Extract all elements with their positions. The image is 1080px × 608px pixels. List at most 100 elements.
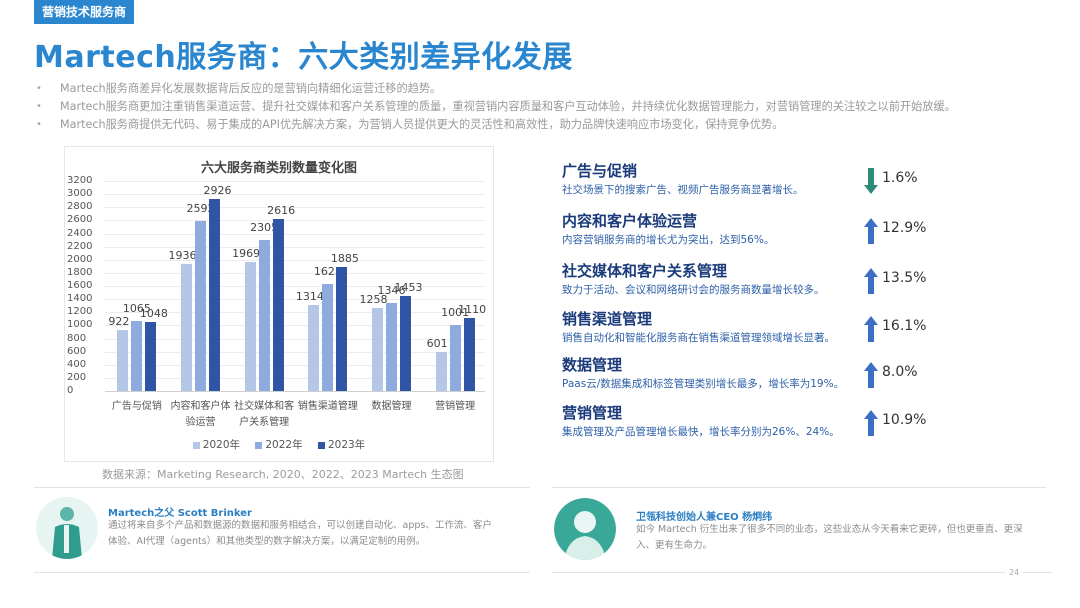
gridline [105, 181, 485, 182]
y-tick-label: 2600 [67, 214, 93, 226]
gridline [105, 351, 485, 353]
bar [244, 261, 256, 391]
growth-percentage: 16.1% [882, 318, 927, 334]
y-tick-label: 2000 [67, 253, 93, 265]
category-title: 社交媒体和客户关系管理 [562, 262, 728, 280]
category-description: 销售自动化和智能化服务商在销售渠道管理领域增长显著。 [562, 332, 835, 344]
bar-value-label: 1048 [139, 307, 168, 321]
y-tick-label: 2400 [67, 227, 93, 239]
bar [336, 267, 348, 391]
growth-percentage: 12.9% [882, 220, 927, 236]
avatar-yang-jiongwei [554, 498, 616, 560]
x-tick-label: 营销管理 [435, 401, 476, 412]
category-item: 营销管理 集成管理及产品管理增长最快，增长率分别为26%、24%。 10.9% [562, 402, 942, 452]
data-source-note: 数据来源：Marketing Research, 2020、2022、2023 … [102, 468, 464, 481]
bar-value-label: 1258 [359, 293, 388, 307]
bar-value-label: 601 [426, 336, 448, 350]
y-tick-label: 2800 [67, 201, 93, 213]
bar-value-label: 1314 [295, 289, 324, 303]
bar-value-label: 1453 [394, 280, 423, 294]
growth-percentage: 8.0% [882, 364, 918, 380]
legend-swatch-icon [255, 441, 263, 449]
y-tick-label: 1400 [67, 293, 93, 305]
category-description: 社交场景下的搜索广告、视频广告服务商显著增长。 [562, 184, 804, 196]
arrow-up-icon [864, 362, 878, 388]
quote-author-1: Martech之父 Scott Brinker [108, 508, 252, 519]
bar-value-label: 1936 [168, 248, 197, 262]
legend-swatch-icon [317, 441, 325, 449]
quote-text-1: 通过将来自多个产品和数据源的数据和服务相结合，可以创建自动化、apps、工作流、… [108, 520, 492, 547]
bar-value-label: 1110 [458, 303, 487, 317]
gridline [105, 194, 485, 196]
bullet-list: • Martech服务商差异化发展数据背后反应的是营销向精细化运营迁移的趋势。 •… [34, 80, 1074, 134]
arrow-up-icon [864, 316, 878, 342]
category-description: 致力于活动、会议和网络研讨会的服务商数量增长较多。 [562, 284, 825, 296]
category-item: 销售渠道管理销售自动化和智能化服务商在销售渠道管理领域增长显著。 16.1% [562, 308, 942, 358]
gridline [105, 312, 485, 314]
bar-value-label: 1969 [232, 246, 261, 260]
bullet-dot-icon: • [36, 83, 42, 94]
quote-text-2: 如今 Martech 衍生出来了很多不同的业态，这些业态从今天看来它更碎，但也更… [636, 524, 1023, 551]
category-description: 内容营销服务商的增长尤为突出，达到56%。 [562, 234, 775, 246]
y-tick-label: 200 [67, 371, 87, 383]
bar [195, 220, 206, 391]
bar-value-label: 1885 [330, 252, 359, 266]
chart-legend: 2020年 2022年 2023年 [65, 437, 493, 452]
y-tick-label: 1600 [67, 280, 93, 291]
growth-percentage: 13.5% [882, 270, 927, 286]
bar [209, 198, 220, 391]
person-avatar-icon [36, 497, 98, 559]
bar [449, 325, 461, 391]
category-item: 社交媒体和客户关系管理致力于活动、会议和网络研讨会的服务商数量增长较多。 13.5… [562, 260, 942, 310]
legend-item-2020: 2020年 [192, 437, 240, 452]
section-tag: 营销技术服务商 [34, 0, 135, 24]
gridline [105, 220, 485, 222]
bar-value-label: 2616 [267, 204, 296, 218]
gridline [105, 259, 485, 261]
bullet-dot-icon: • [36, 119, 42, 130]
bar [322, 284, 334, 391]
gridline [105, 377, 485, 379]
gridline [105, 325, 485, 327]
bar-chart: 六大服务商类别数量变化图 0 200 400 600 800 1000 1200 1400 16… [64, 146, 494, 462]
y-tick-label: 1200 [67, 306, 93, 318]
arrow-down-icon [864, 168, 878, 194]
gridline [105, 364, 485, 366]
bar-value-label: 1065 [122, 302, 151, 316]
growth-percentage: 10.9% [882, 412, 927, 428]
x-tick-label: 数据管理 [371, 401, 412, 412]
y-tick-label: 600 [67, 345, 87, 357]
y-axis: 0 200 400 600 800 1000 1200 1400 1600 1800 2000 220… [65, 147, 95, 461]
arrow-up-icon [864, 268, 878, 294]
bar [131, 321, 143, 391]
bar [435, 351, 447, 391]
y-tick-label: 400 [67, 358, 87, 370]
category-description: 集成管理及产品管理增长最快，增长率分别为26%、24%。 [562, 426, 840, 438]
bullet-item: • Martech服务商差异化发展数据背后反应的是营销向精细化运营迁移的趋势。 [34, 80, 1074, 98]
bullet-item: • Martech服务商更加注重销售渠道运营、提升社交媒体和客户关系管理的质量，重… [34, 98, 1074, 116]
bar [181, 263, 192, 391]
bullet-dot-icon: • [36, 101, 42, 112]
y-tick-label: 3200 [67, 175, 93, 186]
gridline [105, 246, 485, 248]
bar [308, 304, 320, 391]
divider [34, 572, 530, 573]
y-tick-label: 800 [67, 332, 87, 344]
bar [258, 239, 270, 391]
legend-swatch-icon [192, 441, 200, 449]
legend-item-2023: 2023年 [317, 437, 365, 452]
x-axis-line [105, 391, 485, 392]
bar-value-label: 2592 [186, 201, 215, 215]
x-tick-label: 社交媒体和客 户关系管理 [234, 401, 295, 428]
category-title: 销售渠道管理 [562, 310, 653, 328]
bar [145, 322, 157, 391]
y-tick-label: 1000 [67, 319, 93, 331]
bar-value-label: 922 [108, 315, 130, 329]
bar [400, 295, 411, 391]
x-tick-label: 销售渠道管理 [297, 401, 358, 412]
avatar-scott-brinker [36, 497, 98, 559]
bar [117, 330, 129, 391]
arrow-up-icon [864, 410, 878, 436]
x-tick-label: 内容和客户体 验运营 [170, 401, 231, 428]
category-description: Paas云/数据集成和标签管理类别增长最多，增长率为19%。 [562, 378, 845, 390]
